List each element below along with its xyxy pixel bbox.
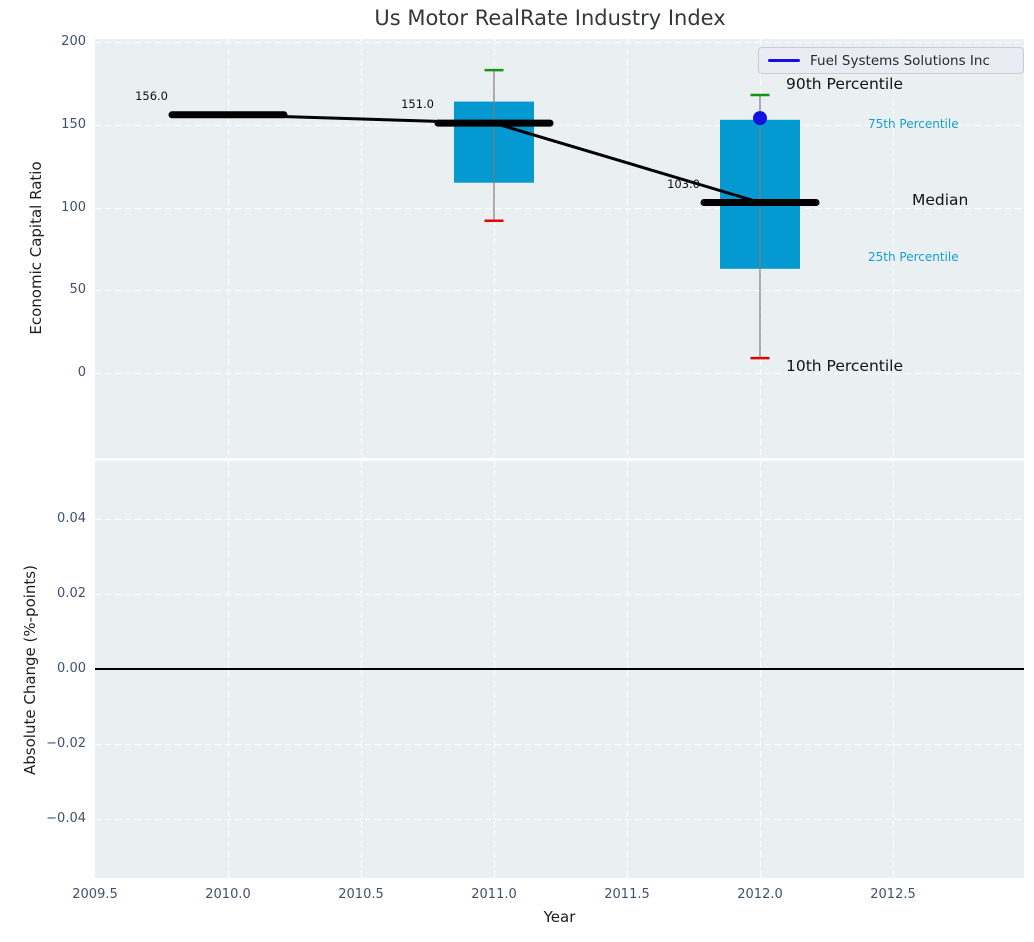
y-tick-label: −0.02 xyxy=(46,735,86,751)
y-tick-label: 150 xyxy=(61,116,86,132)
grid-line-y xyxy=(95,743,1024,745)
grid-line-x xyxy=(893,39,894,458)
grid-line-x xyxy=(760,461,761,878)
grid-line-y xyxy=(95,42,1024,43)
y-axis-label-top: Economic Capital Ratio xyxy=(27,161,45,335)
zero-line xyxy=(95,667,1024,670)
chart-title: Us Motor RealRate Industry Index xyxy=(374,6,726,30)
boxplot-layer xyxy=(168,68,820,360)
company-point xyxy=(753,111,767,126)
grid-line-x xyxy=(228,461,229,878)
x-tick-label: 2010.5 xyxy=(338,887,384,902)
grid-line-x xyxy=(627,39,628,458)
legend-label: Fuel Systems Solutions Inc xyxy=(810,52,990,69)
legend: Fuel Systems Solutions Inc xyxy=(758,47,1024,74)
label-10th-percentile: 10th Percentile xyxy=(786,357,904,375)
y-tick-label: 0.00 xyxy=(57,660,86,676)
grid-line-y xyxy=(95,593,1024,595)
grid-line-x xyxy=(494,461,495,878)
y-tick-label: 0.04 xyxy=(57,510,86,526)
median-value-annotation: 156.0 xyxy=(135,88,168,103)
y-tick-label: 200 xyxy=(61,34,86,49)
label-25th-percentile: 25th Percentile xyxy=(868,250,959,264)
grid-line-x xyxy=(228,39,229,458)
grid-line-x xyxy=(494,39,495,458)
grid-line-y xyxy=(95,124,1024,126)
y-tick-label: 50 xyxy=(69,282,86,298)
x-tick-label: 2011.5 xyxy=(604,887,650,902)
top-axes xyxy=(95,39,1024,458)
series-line-icon xyxy=(768,59,800,62)
label-75th-percentile: 75th Percentile xyxy=(868,117,959,131)
y-tick-label: −0.04 xyxy=(46,810,86,826)
x-tick-label: 2010.0 xyxy=(205,887,251,902)
label-median: Median xyxy=(912,191,969,209)
y-tick-label: 100 xyxy=(61,199,86,215)
median-value-annotation: 151.0 xyxy=(401,97,434,112)
x-tick-label: 2009.5 xyxy=(72,887,118,902)
grid-line-x xyxy=(627,461,628,878)
grid-line-x xyxy=(361,461,362,878)
y-tick-label: 0 xyxy=(77,365,86,380)
x-tick-label: 2012.0 xyxy=(737,887,783,902)
x-axis-label: Year xyxy=(543,908,576,926)
x-tick-label: 2012.5 xyxy=(870,887,916,902)
grid-line-y xyxy=(95,518,1024,520)
x-tick-label: 2011.0 xyxy=(471,887,517,902)
y-tick-label: 0.02 xyxy=(57,585,86,601)
grid-line-y xyxy=(95,818,1024,820)
grid-line-y xyxy=(95,290,1024,292)
grid-line-y xyxy=(95,207,1024,209)
median-value-annotation: 103.0 xyxy=(667,176,700,191)
grid-line-x xyxy=(361,39,362,458)
grid-line-x xyxy=(893,461,894,878)
grid-line-y xyxy=(95,373,1024,374)
bottom-axes xyxy=(95,461,1024,878)
label-90th-percentile: 90th Percentile xyxy=(786,75,904,93)
